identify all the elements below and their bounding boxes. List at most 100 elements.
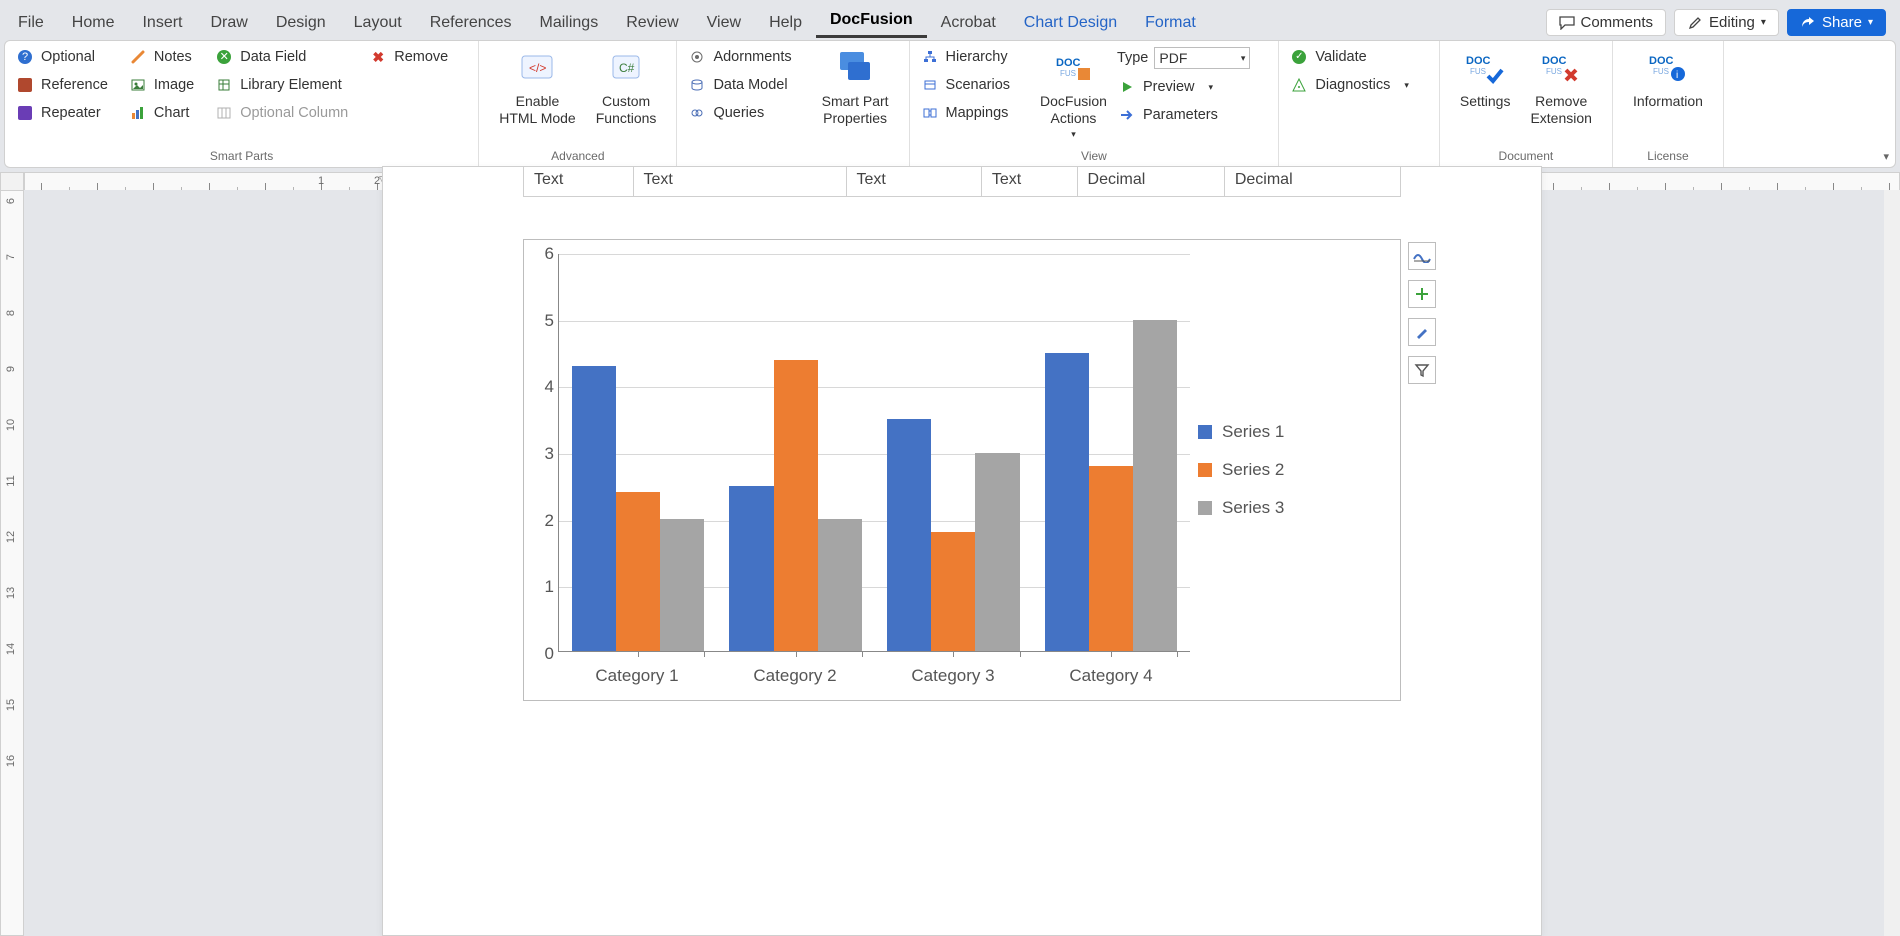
cmd-settings-[interactable]: DOC FUS Settings: [1450, 45, 1521, 147]
tab-chart-design[interactable]: Chart Design: [1010, 10, 1131, 38]
table-header-cell[interactable]: Text: [634, 167, 847, 196]
ribbon-collapse-icon[interactable]: ▾: [1883, 150, 1889, 163]
bar-series-1[interactable]: [729, 486, 773, 651]
type-selector[interactable]: Type PDF▾: [1117, 47, 1250, 69]
cmd-queries[interactable]: Queries: [687, 103, 793, 123]
vertical-ruler[interactable]: 678910111213141516: [0, 190, 24, 936]
cmd-label: Library Element: [240, 77, 342, 93]
cmd-docfusion-actions[interactable]: DOCFUS DocFusionActions▾: [1030, 45, 1117, 147]
tab-insert[interactable]: Insert: [128, 10, 196, 38]
bar-group: [729, 254, 862, 651]
tab-docfusion[interactable]: DocFusion: [816, 7, 927, 38]
comments-button[interactable]: Comments: [1546, 9, 1667, 36]
bar-series-2[interactable]: [774, 360, 818, 651]
bar-series-2[interactable]: [931, 532, 975, 651]
tab-bar: FileHomeInsertDrawDesignLayoutReferences…: [0, 0, 1900, 40]
bar-series-2[interactable]: [1089, 466, 1133, 651]
tab-review[interactable]: Review: [612, 10, 692, 38]
cmd-notes[interactable]: Notes: [128, 47, 196, 67]
cmd-adornments[interactable]: Adornments: [687, 47, 793, 67]
tab-help[interactable]: Help: [755, 10, 816, 38]
filter-icon[interactable]: [1408, 356, 1436, 384]
tab-home[interactable]: Home: [58, 10, 129, 38]
remove-icon: ✖: [370, 49, 386, 65]
bar-series-3[interactable]: [660, 519, 704, 651]
svg-text:</>: </>: [529, 61, 546, 75]
legend-item[interactable]: Series 2: [1198, 460, 1388, 480]
cmd-information-[interactable]: DOC FUS i Information: [1623, 45, 1713, 147]
cmd-data-field[interactable]: ✕ Data Field: [214, 47, 350, 67]
share-button[interactable]: Share ▾: [1787, 9, 1886, 36]
cmd-diagnostics[interactable]: Diagnostics▾: [1289, 75, 1410, 95]
chevron-down-icon: ▾: [1868, 17, 1873, 28]
cmd-label: Optional: [41, 49, 95, 65]
cmd-label: Reference: [41, 77, 108, 93]
vertical-scrollbar[interactable]: [1884, 190, 1900, 936]
styles-icon[interactable]: [1408, 318, 1436, 346]
play-icon: [1119, 79, 1135, 95]
y-tick-label: 4: [545, 377, 554, 397]
cmd-data-model[interactable]: Data Model: [687, 75, 793, 95]
bar-series-1[interactable]: [572, 366, 616, 651]
cmd-mappings[interactable]: Mappings: [920, 103, 1012, 123]
ribbon-group-4: ✓ Validate Diagnostics▾: [1279, 41, 1439, 167]
cmd-library-element[interactable]: Library Element: [214, 75, 350, 95]
table-header-cell[interactable]: Text: [847, 167, 982, 196]
group-label: Document: [1450, 147, 1602, 167]
ruler-mark: 9: [5, 366, 17, 372]
cmd-reference[interactable]: Reference: [15, 75, 110, 95]
cmd-remove[interactable]: ✖ Remove: [368, 47, 450, 67]
editing-mode-button[interactable]: Editing ▾: [1674, 9, 1779, 36]
table-header-cell[interactable]: Text: [524, 167, 634, 196]
tab-file[interactable]: File: [4, 10, 58, 38]
cmd-scenarios[interactable]: Scenarios: [920, 75, 1012, 95]
legend-item[interactable]: Series 3: [1198, 498, 1388, 518]
hier-icon: [922, 49, 938, 65]
tab-layout[interactable]: Layout: [340, 10, 416, 38]
cmd-optional[interactable]: ? Optional: [15, 47, 110, 67]
bar-series-1[interactable]: [1045, 353, 1089, 651]
big-label-1: Remove: [1530, 93, 1591, 110]
ribbon-group-View: Hierarchy Scenarios Mappings DOCFUS DocFu…: [910, 41, 1280, 167]
tab-acrobat[interactable]: Acrobat: [927, 10, 1010, 38]
group-label: Advanced: [489, 147, 666, 167]
bar-group: [1045, 254, 1178, 651]
tab-references[interactable]: References: [416, 10, 526, 38]
tab-mailings[interactable]: Mailings: [526, 10, 613, 38]
model-icon: [689, 77, 705, 93]
tab-view[interactable]: View: [693, 10, 755, 38]
cmd-image[interactable]: Image: [128, 75, 196, 95]
cmd-smart-part-properties[interactable]: Smart PartProperties: [812, 45, 899, 161]
bar-series-3[interactable]: [818, 519, 862, 651]
add-element-icon[interactable]: [1408, 280, 1436, 308]
chart-object[interactable]: 0123456 Category 1Category 2Category 3Ca…: [523, 239, 1401, 701]
type-select[interactable]: PDF▾: [1154, 47, 1250, 69]
table-header-cell[interactable]: Decimal: [1225, 167, 1400, 196]
tab-format[interactable]: Format: [1131, 10, 1210, 38]
bar-series-1[interactable]: [887, 419, 931, 651]
chart-elements-icon[interactable]: [1408, 242, 1436, 270]
table-header-cell[interactable]: Decimal: [1078, 167, 1225, 196]
ruler-mark: 10: [5, 419, 17, 431]
cmd-chart[interactable]: Chart: [128, 103, 196, 123]
legend-item[interactable]: Series 1: [1198, 422, 1388, 442]
cmd-repeater[interactable]: Repeater: [15, 103, 110, 123]
cmd-parameters[interactable]: Parameters: [1117, 105, 1250, 125]
cmd-custom-functions[interactable]: C# CustomFunctions: [586, 45, 667, 147]
cmd-validate[interactable]: ✓ Validate: [1289, 47, 1410, 67]
cmd-remove-extension[interactable]: DOC FUS RemoveExtension: [1520, 45, 1601, 147]
y-tick-label: 6: [545, 244, 554, 264]
bar-series-3[interactable]: [1133, 320, 1177, 651]
big-label-1: Information: [1633, 93, 1703, 110]
table-header-cell[interactable]: Text: [982, 167, 1078, 196]
big-icon: C#: [605, 47, 647, 89]
cmd-hierarchy[interactable]: Hierarchy: [920, 47, 1012, 67]
document-canvas[interactable]: TextTextTextTextDecimalDecimal 0123456 C…: [24, 190, 1900, 936]
bar-series-3[interactable]: [975, 453, 1019, 652]
bar-series-2[interactable]: [616, 492, 660, 651]
cmd-preview[interactable]: Preview▾: [1117, 77, 1250, 97]
cmd-enable-html-mode[interactable]: </> EnableHTML Mode: [489, 45, 586, 147]
tab-design[interactable]: Design: [262, 10, 340, 38]
ruler-mark: 15: [5, 699, 17, 711]
tab-draw[interactable]: Draw: [196, 10, 261, 38]
